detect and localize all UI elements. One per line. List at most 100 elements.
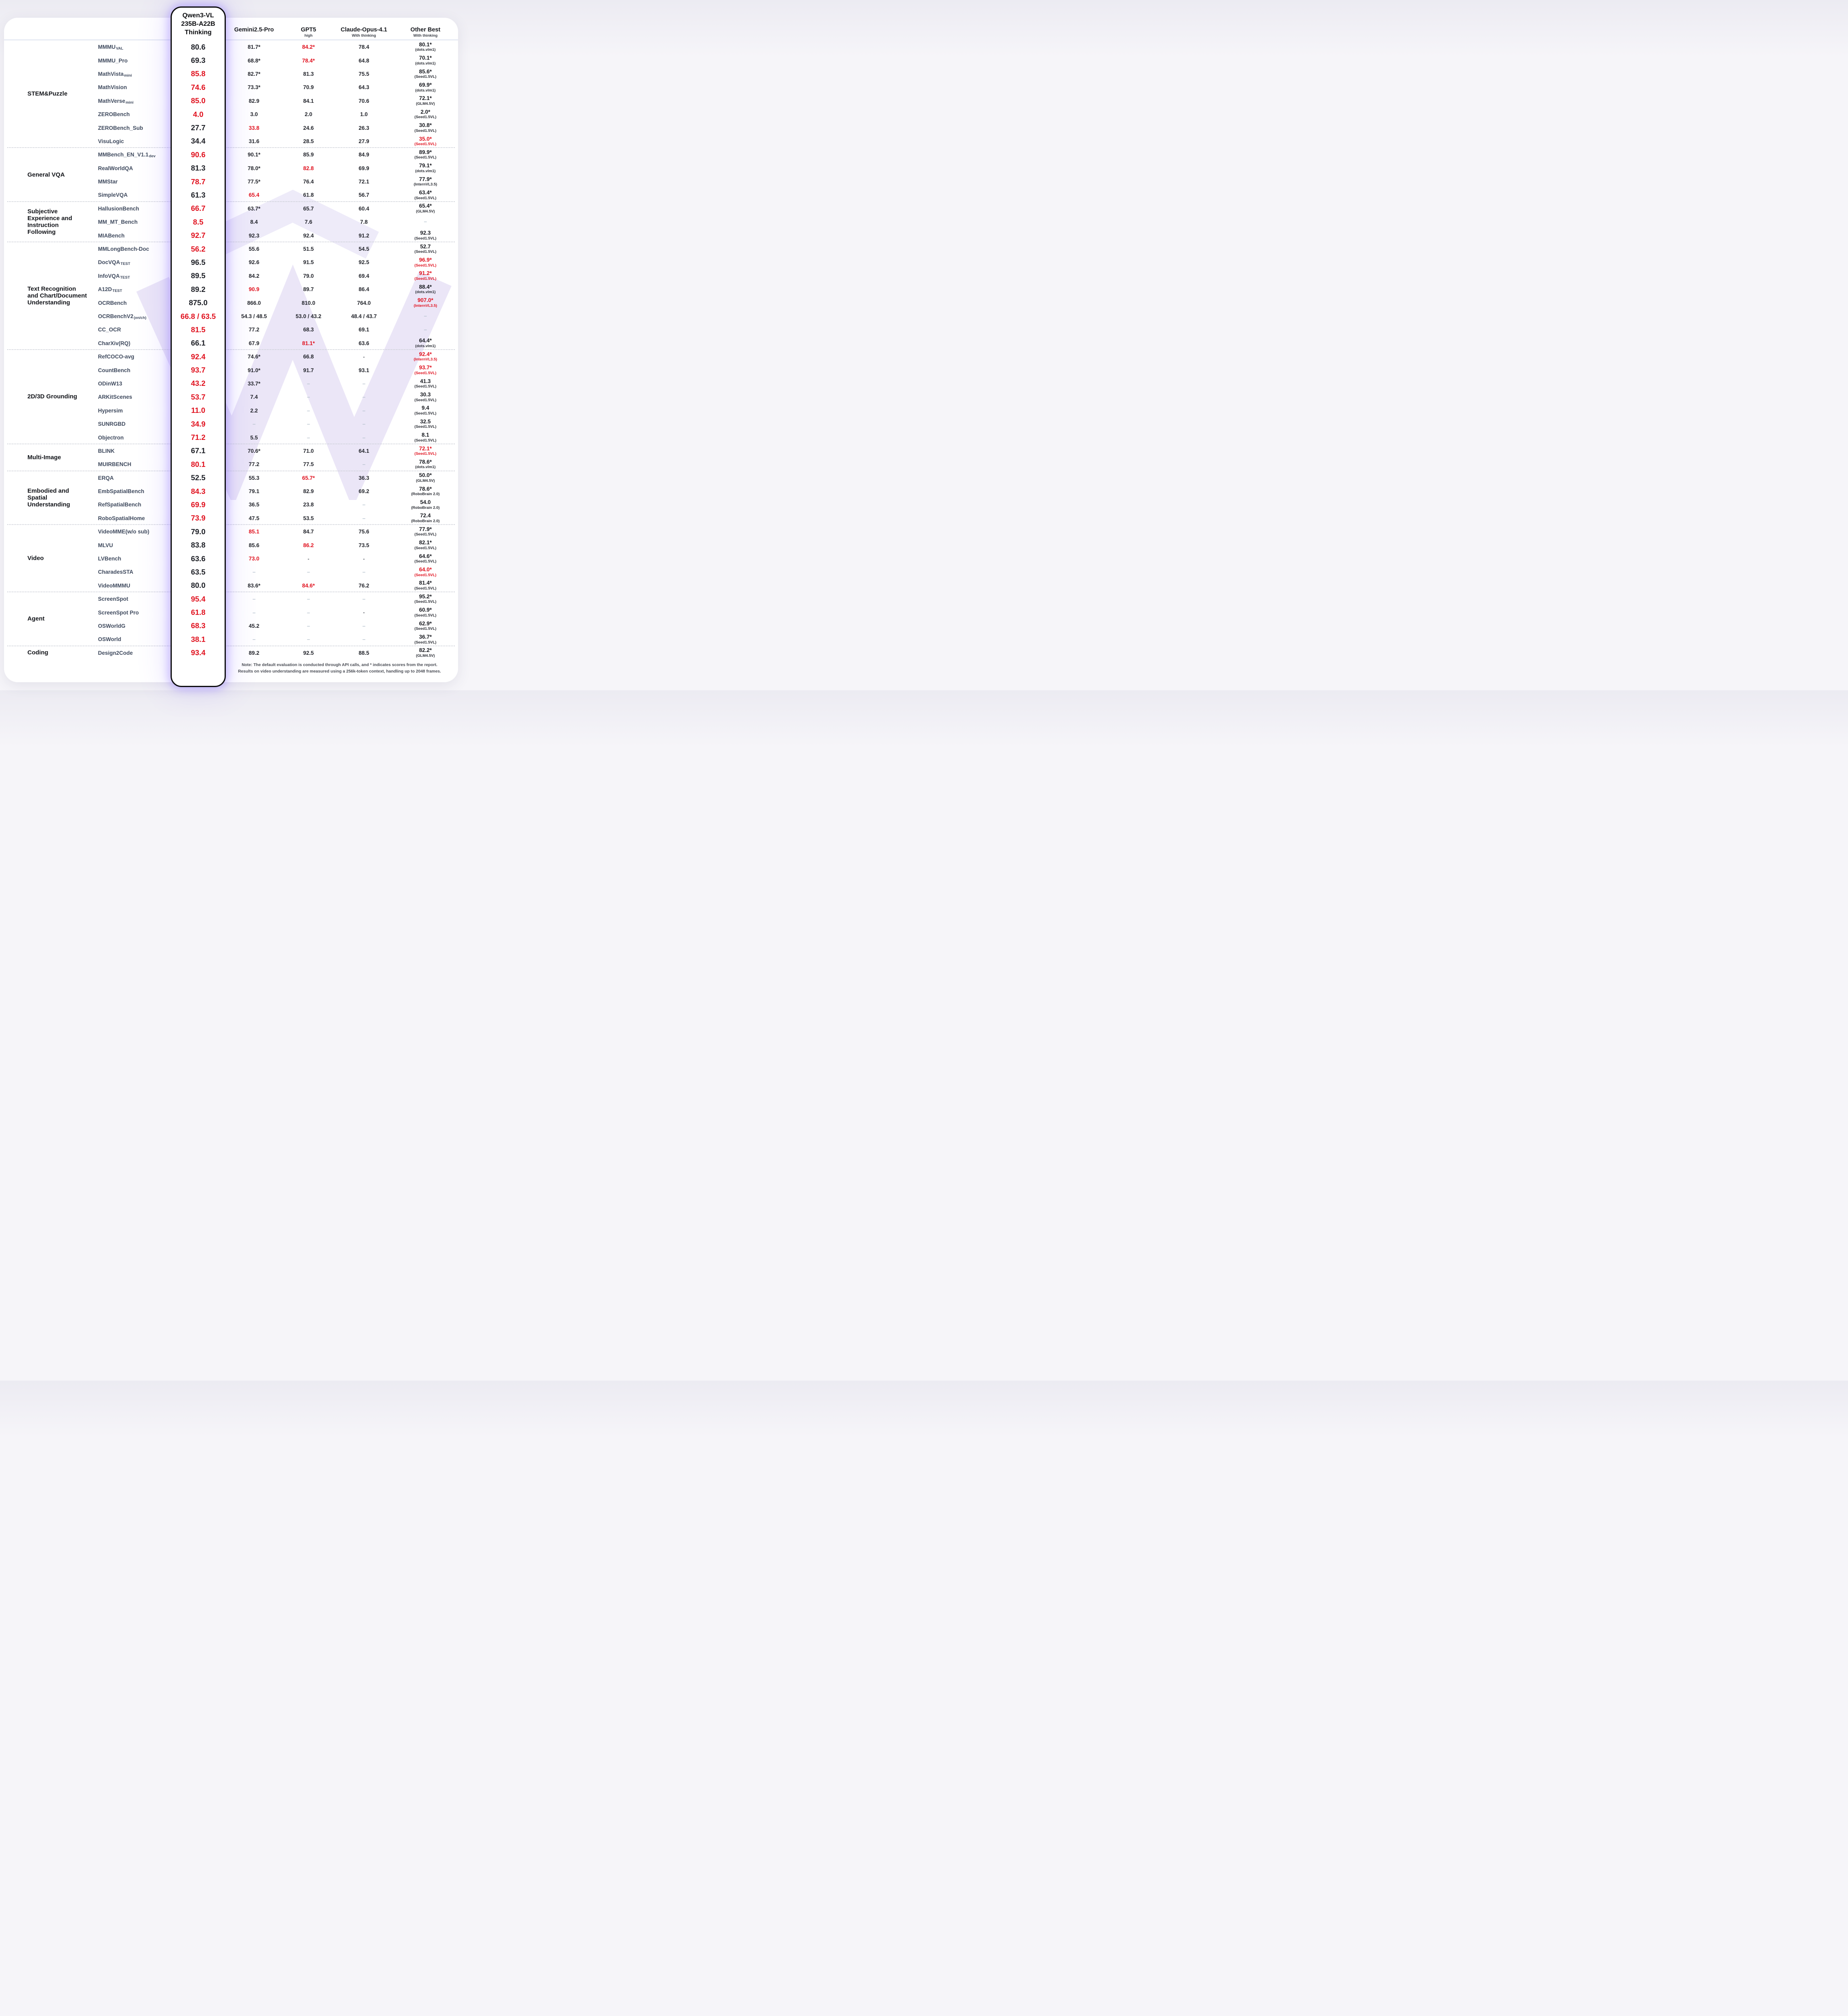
- gemini-score: 90.1*: [248, 152, 260, 158]
- claude-score: 63.6: [358, 340, 369, 346]
- other-best-value: 91.2*: [419, 270, 432, 277]
- other-best-score: 85.6* (Seed1.5VL): [393, 67, 458, 81]
- benchmark-name-text: LVBench: [98, 556, 121, 562]
- gemini-score: 73.3*: [248, 84, 260, 91]
- claude-score: 64.3: [358, 84, 369, 91]
- column-header-sub: With thinking: [413, 33, 438, 38]
- gemini-score: 47.5: [248, 515, 260, 521]
- category-label: Video: [27, 555, 44, 562]
- benchmark-name-text: VideoMME(w/o sub): [98, 529, 150, 535]
- gpt5-score: –: [307, 636, 310, 643]
- category-label: Agent: [27, 615, 45, 623]
- gpt5-score: –: [307, 380, 310, 387]
- qwen-score: 74.6: [191, 83, 206, 92]
- gemini-score: –: [252, 596, 256, 602]
- gpt5-score: 70.9: [303, 84, 314, 91]
- benchmark-table: STEM&Puzzle MMMU VAL 80.6 81.7* 84.2* 78.4 80.1…: [4, 40, 458, 660]
- gpt5-score: 68.3: [303, 327, 314, 333]
- other-best-value: 81.4*: [419, 580, 432, 586]
- other-best-model: (Seed1.5VL): [414, 573, 437, 577]
- gpt5-score: 82.8: [303, 165, 314, 171]
- other-best-value: 907.0*: [417, 297, 433, 304]
- gemini-score: 55.6: [248, 246, 260, 252]
- other-best-model: (Seed1.5VL): [414, 142, 437, 147]
- benchmark-name: VideoMMMU: [98, 579, 171, 592]
- benchmark-name-text: Hypersim: [98, 407, 123, 414]
- category-label: STEM&Puzzle: [27, 90, 68, 98]
- benchmark-name-text: VisuLogic: [98, 138, 124, 144]
- benchmark-name: LVBench: [98, 552, 171, 565]
- benchmark-name: BLINK: [98, 444, 171, 458]
- other-best-score: 82.2* (GLM4.5V): [393, 646, 458, 660]
- other-best-model: (Seed1.5VL): [414, 613, 437, 618]
- gemini-score: 83.6*: [248, 582, 260, 589]
- other-best-value: 60.9*: [419, 607, 432, 613]
- table-section: Coding Design2Code 93.4 89.2 92.5 88.5 82.2* (G…: [4, 646, 458, 660]
- table-section: STEM&Puzzle MMMU VAL 80.6 81.7* 84.2* 78.4 80.1…: [4, 40, 458, 148]
- benchmark-name: CC_OCR: [98, 323, 171, 336]
- other-best-model: (Seed1.5VL): [414, 371, 437, 375]
- other-best-value: 32.5: [420, 418, 431, 425]
- benchmark-name: MathVision: [98, 81, 171, 94]
- gpt5-score: 61.8: [303, 192, 314, 198]
- benchmark-name-subscript: mini: [124, 73, 132, 78]
- benchmark-name: DocVQA TEST: [98, 256, 171, 269]
- qwen-score: 80.0: [191, 581, 206, 590]
- benchmark-name-text: ERQA: [98, 475, 114, 481]
- column-header-sub: high: [304, 33, 313, 38]
- benchmark-name-text: CountBench: [98, 367, 131, 373]
- footnote: Note: The default evaluation is conducte…: [230, 662, 449, 675]
- qwen-score: 4.0: [193, 110, 204, 119]
- claude-score: -: [363, 556, 365, 562]
- qwen-score: 34.4: [191, 137, 206, 146]
- gemini-score: 63.7*: [248, 205, 260, 212]
- column-header-label: Other Best: [410, 27, 441, 33]
- other-best-score: 78.6* (dots.vlm1): [393, 458, 458, 471]
- qwen-score: 96.5: [191, 258, 206, 267]
- benchmark-name-text: ODinW13: [98, 380, 123, 387]
- benchmark-name: Design2Code: [98, 646, 171, 660]
- benchmark-name-text: ZEROBench_Sub: [98, 125, 143, 131]
- benchmark-name-text: HallusionBench: [98, 205, 140, 212]
- gpt5-score: 89.7: [303, 286, 314, 293]
- benchmark-name: VideoMME(w/o sub): [98, 525, 171, 538]
- gpt5-score: 51.5: [303, 246, 314, 252]
- other-best-value: 92.4*: [419, 351, 432, 357]
- other-best-score: 89.9* (Seed1.5VL): [393, 148, 458, 161]
- other-best-score: 41.3 (Seed1.5VL): [393, 377, 458, 390]
- gpt5-score: 84.6*: [302, 582, 315, 589]
- gpt5-score: 84.1: [303, 98, 314, 104]
- benchmark-name: ScreenSpot: [98, 592, 171, 606]
- other-best-score: 81.4* (Seed1.5VL): [393, 579, 458, 592]
- qwen-score: 73.9: [191, 514, 206, 523]
- other-best-score: 60.9* (Seed1.5VL): [393, 606, 458, 619]
- gemini-score: 79.1: [248, 488, 260, 495]
- benchmark-name-text: OCRBenchV2: [98, 313, 133, 319]
- other-best-model: (Seed1.5VL): [414, 640, 437, 645]
- other-best-value: 93.7*: [419, 364, 432, 371]
- other-best-model: (InternVL3.5): [413, 182, 438, 187]
- gpt5-score: 53.5: [303, 515, 314, 521]
- other-best-value: 96.9*: [419, 257, 432, 263]
- gemini-score: 33.8: [248, 125, 260, 131]
- benchmark-name-text: OSWorld: [98, 636, 121, 643]
- other-best-model: (Seed1.5VL): [414, 559, 437, 564]
- benchmark-name: Objectron: [98, 431, 171, 444]
- other-best-score: 93.7* (Seed1.5VL): [393, 363, 458, 377]
- gemini-score: 91.0*: [248, 367, 260, 373]
- category-label: 2D/3D Grounding: [27, 393, 77, 400]
- other-best-model: (dots.vlm1): [415, 169, 436, 173]
- other-best-value: 35.0*: [419, 135, 432, 142]
- column-header-label: Claude-Opus-4.1: [340, 27, 388, 33]
- gpt5-score: 92.5: [303, 650, 314, 656]
- other-best-score: 69.9* (dots.vlm1): [393, 81, 458, 94]
- other-best-score: –: [424, 326, 427, 333]
- qwen-score: 63.6: [191, 554, 206, 563]
- gpt5-score: 71.0: [303, 448, 314, 454]
- benchmark-name-text: RefCOCO-avg: [98, 354, 135, 360]
- other-best-model: (RoboBrain 2.0): [411, 505, 440, 510]
- benchmark-name-subscript: dev: [149, 154, 156, 159]
- claude-score: 88.5: [358, 650, 369, 656]
- benchmark-name-text: RealWorldQA: [98, 165, 133, 171]
- table-section: Agent ScreenSpot 95.4– – –95.2* (Seed1.5VL) Sc…: [4, 592, 458, 646]
